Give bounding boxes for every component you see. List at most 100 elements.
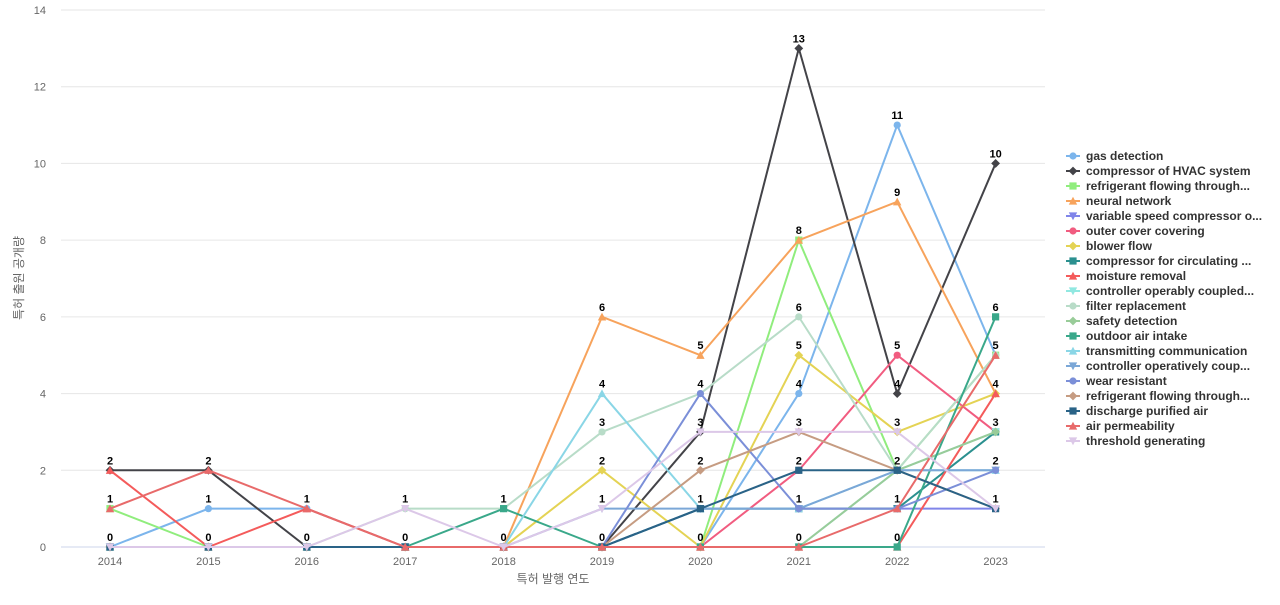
legend-item[interactable]: air permeability <box>1066 419 1175 433</box>
y-tick-label: 10 <box>34 158 46 170</box>
data-label: 6 <box>796 302 802 314</box>
legend-item[interactable]: variable speed compressor o... <box>1066 209 1262 223</box>
x-tick-label: 2019 <box>590 556 614 568</box>
data-point <box>105 504 115 513</box>
data-label: 5 <box>894 340 900 352</box>
data-point <box>794 43 804 53</box>
series-line <box>109 200 997 548</box>
legend-item[interactable]: refrigerant flowing through... <box>1066 389 1250 403</box>
series-threshold-generating <box>105 428 1000 552</box>
data-label: 1 <box>697 494 703 506</box>
series-controller-operably-coupled <box>105 428 1000 552</box>
data-point <box>401 542 410 551</box>
data-point <box>795 389 803 398</box>
legend-symbol <box>1068 166 1078 176</box>
axes: 특허 발행 연도 특허 출원 공개량 2014 2015 2016 2017 2018 2… <box>12 236 1008 586</box>
legend-item[interactable]: threshold generating <box>1066 434 1205 448</box>
data-label: 10 <box>989 148 1001 160</box>
data-label: 0 <box>107 532 113 544</box>
series-safety-detection <box>105 427 1000 552</box>
legend-label: transmitting communication <box>1086 344 1247 358</box>
data-label: 1 <box>894 494 900 506</box>
legend-item[interactable]: filter replacement <box>1066 299 1186 313</box>
data-point <box>991 159 1000 168</box>
data-point <box>992 466 1000 474</box>
legend-label: neural network <box>1086 194 1172 208</box>
data-point <box>597 505 607 513</box>
data-label: 0 <box>796 532 802 544</box>
legend-item[interactable]: outdoor air intake <box>1066 329 1188 343</box>
data-point <box>893 197 902 206</box>
data-point <box>696 428 705 437</box>
legend-symbol <box>1068 421 1078 430</box>
data-label: 6 <box>599 302 605 314</box>
legend-item[interactable]: discharge purified air <box>1066 404 1208 418</box>
series-line <box>109 354 997 548</box>
legend-item[interactable]: compressor for circulating ... <box>1066 254 1251 268</box>
data-point <box>499 543 508 552</box>
legend-label: blower flow <box>1086 239 1153 253</box>
data-point <box>795 505 803 513</box>
data-point <box>794 542 803 551</box>
legend-item[interactable]: neural network <box>1066 194 1172 208</box>
data-label: 0 <box>697 532 703 544</box>
data-label: 0 <box>304 532 310 544</box>
legend-item[interactable]: compressor of HVAC system <box>1066 164 1251 178</box>
legend-item[interactable]: transmitting communication <box>1066 344 1247 358</box>
legend-symbol <box>1069 182 1077 190</box>
legend-item[interactable]: controller operably coupled... <box>1066 284 1254 298</box>
data-point <box>696 389 705 398</box>
data-label: 3 <box>697 417 703 429</box>
x-tick-label: 2018 <box>491 556 515 568</box>
series-compressor-of-hvac-system <box>105 43 1000 552</box>
legend-item[interactable]: controller operatively coup... <box>1066 359 1250 373</box>
data-point <box>991 505 1000 513</box>
legend-item[interactable]: wear resistant <box>1066 374 1167 388</box>
x-axis-title: 특허 발행 연도 <box>517 571 590 586</box>
legend-label: threshold generating <box>1086 434 1205 448</box>
data-point <box>893 428 902 437</box>
series-lines <box>105 43 1000 552</box>
legend-label: filter replacement <box>1086 299 1186 313</box>
data-point <box>696 465 705 475</box>
data-label: 1 <box>599 494 605 506</box>
data-point <box>204 466 213 474</box>
data-point <box>500 505 508 513</box>
legend-label: moisture removal <box>1086 269 1186 283</box>
y-axis-title: 특허 출원 공개량 <box>12 236 26 320</box>
data-point <box>893 351 901 359</box>
data-label: 1 <box>993 494 999 506</box>
legend-item[interactable]: outer cover covering <box>1066 224 1205 238</box>
legend-item[interactable]: blower flow <box>1066 239 1153 253</box>
data-point <box>302 543 311 552</box>
legend-label: outer cover covering <box>1086 224 1205 238</box>
data-point <box>597 312 607 321</box>
legend-label: refrigerant flowing through... <box>1086 389 1250 403</box>
legend-item[interactable]: safety detection <box>1066 314 1177 328</box>
legend-item[interactable]: refrigerant flowing through... <box>1066 179 1250 193</box>
legend-symbol <box>1069 227 1077 235</box>
legend-label: safety detection <box>1086 314 1177 328</box>
legend-label: air permeability <box>1086 419 1175 433</box>
legend-item[interactable]: moisture removal <box>1066 269 1186 283</box>
data-label: 4 <box>796 379 803 391</box>
legend-symbol <box>1068 391 1078 401</box>
legend-label: compressor for circulating ... <box>1086 254 1251 268</box>
data-label: 5 <box>796 340 802 352</box>
legend-symbol <box>1068 287 1078 296</box>
data-point <box>893 121 901 129</box>
series-neural-network <box>105 197 1000 551</box>
legend-symbol <box>1069 377 1077 385</box>
data-label: 1 <box>402 494 408 506</box>
legend-item[interactable]: gas detection <box>1066 149 1163 163</box>
series-line <box>109 430 997 548</box>
data-point <box>893 466 901 474</box>
data-point <box>597 389 607 398</box>
series-line <box>109 430 997 548</box>
data-label: 13 <box>793 33 805 45</box>
data-point <box>794 350 804 360</box>
data-point <box>105 466 115 474</box>
data-label: 0 <box>501 532 507 544</box>
